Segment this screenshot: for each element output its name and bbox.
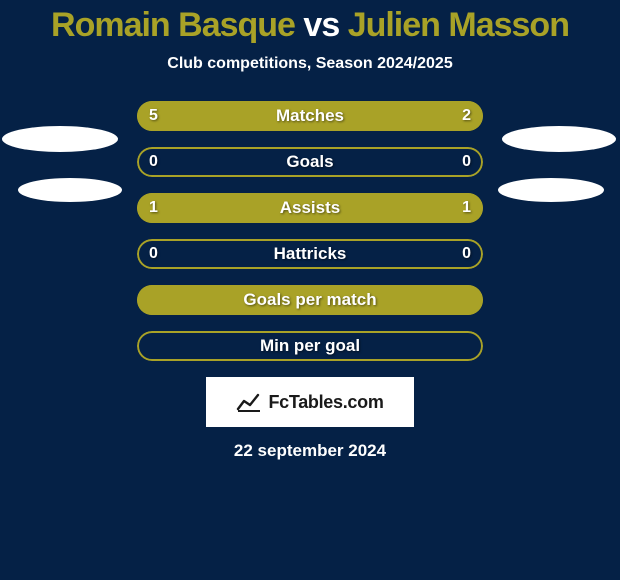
avatar-placeholder-left-top bbox=[2, 126, 118, 152]
stat-row: Goals per match bbox=[137, 285, 483, 315]
stat-row: 00Hattricks bbox=[137, 239, 483, 269]
date-label: 22 september 2024 bbox=[0, 441, 620, 461]
stat-label: Assists bbox=[137, 193, 483, 223]
avatar-placeholder-left-bottom bbox=[18, 178, 122, 202]
stat-rows: 52Matches 00Goals 11Assists 00Hattricks Goal… bbox=[137, 101, 483, 361]
stat-row: 00Goals bbox=[137, 147, 483, 177]
subtitle: Club competitions, Season 2024/2025 bbox=[0, 55, 620, 73]
stat-label: Goals per match bbox=[137, 285, 483, 315]
source-badge-text: FcTables.com bbox=[268, 392, 383, 413]
stat-label: Hattricks bbox=[137, 239, 483, 269]
stat-row: Min per goal bbox=[137, 331, 483, 361]
player1-name: Romain Basque bbox=[51, 6, 295, 44]
source-badge: FcTables.com bbox=[206, 377, 414, 427]
stat-label: Goals bbox=[137, 147, 483, 177]
stat-label: Matches bbox=[137, 101, 483, 131]
comparison-title: Romain Basque vs Julien Masson bbox=[0, 0, 620, 45]
stat-row: 11Assists bbox=[137, 193, 483, 223]
avatar-placeholder-right-bottom bbox=[498, 178, 604, 202]
vs-separator: vs bbox=[295, 6, 348, 44]
player2-name: Julien Masson bbox=[348, 6, 569, 44]
avatar-placeholder-right-top bbox=[502, 126, 616, 152]
stat-label: Min per goal bbox=[137, 331, 483, 361]
stat-row: 52Matches bbox=[137, 101, 483, 131]
fctables-logo-icon bbox=[236, 391, 262, 413]
